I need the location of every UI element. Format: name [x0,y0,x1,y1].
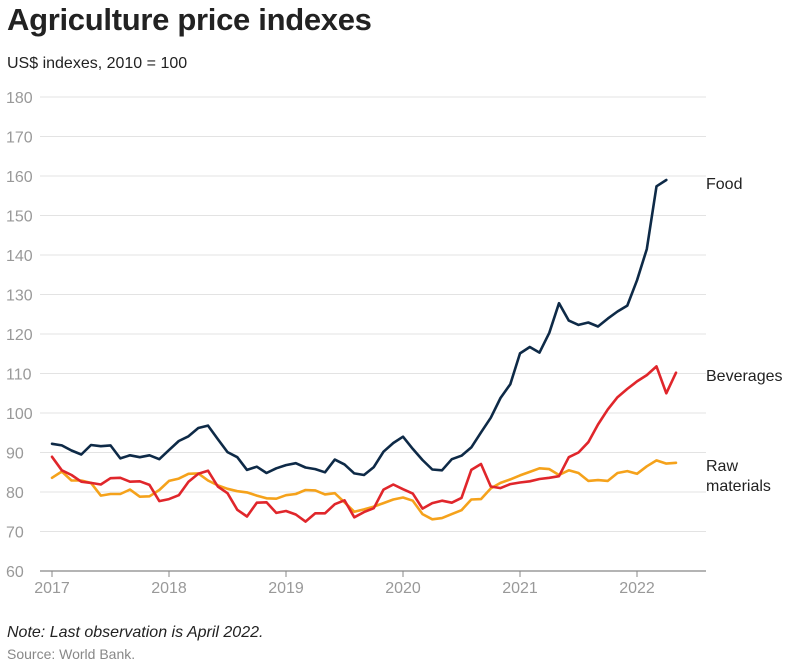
y-tick-label: 180 [6,90,33,107]
y-tick-label: 80 [6,485,24,502]
series-label: materials [706,478,771,495]
y-tick-label: 100 [6,406,33,423]
series-label: Beverages [706,368,783,385]
y-axis-ticks: 60 70 80 90 100 110 120 130 140 150 160 170 180 [6,90,33,581]
chart-title: Agriculture price indexes [7,2,372,37]
y-tick-label: 110 [6,367,32,384]
x-tick-label: 2017 [34,580,70,597]
y-tick-label: 170 [6,130,33,147]
x-tick-label: 2021 [502,580,538,597]
footnote: Note: Last observation is April 2022. [7,624,264,641]
x-tick-label: 2022 [619,580,655,597]
source-note: Source: World Bank. [7,646,136,662]
series-labels: Raw materials Beverages Food [706,176,783,495]
y-tick-label: 160 [6,169,33,186]
x-tick-label: 2020 [385,580,421,597]
x-axis-ticks: 2017 2018 2019 2020 2021 2022 [34,571,655,597]
chart-subtitle: US$ indexes, 2010 = 100 [7,55,188,72]
x-tick-label: 2018 [151,580,187,597]
series-lines [50,178,678,523]
x-tick-label: 2019 [268,580,304,597]
y-tick-label: 70 [6,525,24,542]
series-label: Food [706,176,742,193]
y-tick-label: 150 [6,209,33,226]
gridlines [40,96,706,572]
series-line-beverages [50,365,678,523]
y-tick-label: 90 [6,446,24,463]
y-tick-label: 120 [6,327,33,344]
series-label: Raw [706,458,738,475]
y-tick-label: 60 [6,564,24,581]
y-tick-label: 130 [6,288,33,305]
series-line-raw-materials [50,459,678,521]
series-line-food [50,178,668,477]
y-tick-label: 140 [6,248,33,265]
